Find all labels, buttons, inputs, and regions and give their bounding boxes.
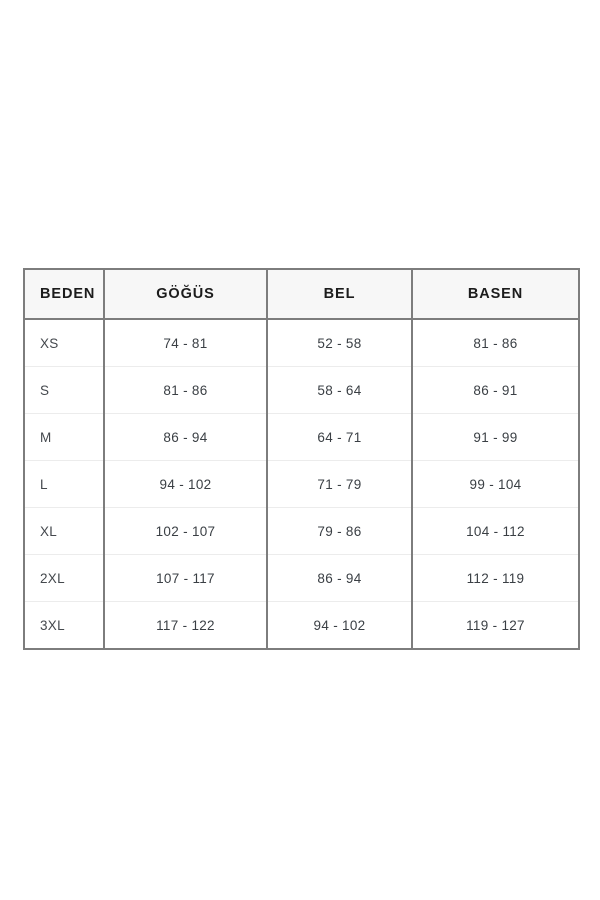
cell-bel: 58 - 64: [267, 366, 413, 414]
cell-beden: 3XL: [24, 601, 105, 649]
cell-beden: XL: [24, 507, 105, 555]
column-header-gogus: GÖĞÜS: [104, 269, 268, 320]
cell-beden: XS: [24, 319, 105, 367]
table-row: M 86 - 94 64 - 71 91 - 99: [24, 413, 579, 461]
cell-basen: 81 - 86: [412, 319, 579, 367]
cell-bel: 86 - 94: [267, 554, 413, 602]
cell-bel: 52 - 58: [267, 319, 413, 367]
cell-beden: L: [24, 460, 105, 508]
cell-gogus: 81 - 86: [104, 366, 268, 414]
cell-beden: M: [24, 413, 105, 461]
cell-basen: 91 - 99: [412, 413, 579, 461]
cell-gogus: 74 - 81: [104, 319, 268, 367]
cell-bel: 64 - 71: [267, 413, 413, 461]
column-header-beden: BEDEN: [24, 269, 105, 320]
table-row: 2XL 107 - 117 86 - 94 112 - 119: [24, 554, 579, 602]
table-header: BEDEN GÖĞÜS BEL BASEN: [24, 269, 579, 320]
table-row: L 94 - 102 71 - 79 99 - 104: [24, 460, 579, 508]
size-chart-container: BEDEN GÖĞÜS BEL BASEN XS 74 - 81 52 - 58…: [23, 268, 580, 650]
cell-gogus: 94 - 102: [104, 460, 268, 508]
table-row: XS 74 - 81 52 - 58 81 - 86: [24, 319, 579, 367]
cell-bel: 71 - 79: [267, 460, 413, 508]
cell-basen: 104 - 112: [412, 507, 579, 555]
cell-bel: 79 - 86: [267, 507, 413, 555]
table-row: XL 102 - 107 79 - 86 104 - 112: [24, 507, 579, 555]
cell-gogus: 117 - 122: [104, 601, 268, 649]
cell-beden: 2XL: [24, 554, 105, 602]
cell-basen: 119 - 127: [412, 601, 579, 649]
size-chart-table: BEDEN GÖĞÜS BEL BASEN XS 74 - 81 52 - 58…: [23, 268, 580, 650]
table-header-row: BEDEN GÖĞÜS BEL BASEN: [24, 269, 579, 320]
cell-gogus: 107 - 117: [104, 554, 268, 602]
table-row: 3XL 117 - 122 94 - 102 119 - 127: [24, 601, 579, 649]
cell-basen: 86 - 91: [412, 366, 579, 414]
column-header-bel: BEL: [267, 269, 413, 320]
cell-bel: 94 - 102: [267, 601, 413, 649]
table-row: S 81 - 86 58 - 64 86 - 91: [24, 366, 579, 414]
column-header-basen: BASEN: [412, 269, 579, 320]
cell-gogus: 86 - 94: [104, 413, 268, 461]
cell-gogus: 102 - 107: [104, 507, 268, 555]
cell-basen: 99 - 104: [412, 460, 579, 508]
cell-beden: S: [24, 366, 105, 414]
table-body: XS 74 - 81 52 - 58 81 - 86 S 81 - 86 58 …: [24, 319, 579, 649]
cell-basen: 112 - 119: [412, 554, 579, 602]
